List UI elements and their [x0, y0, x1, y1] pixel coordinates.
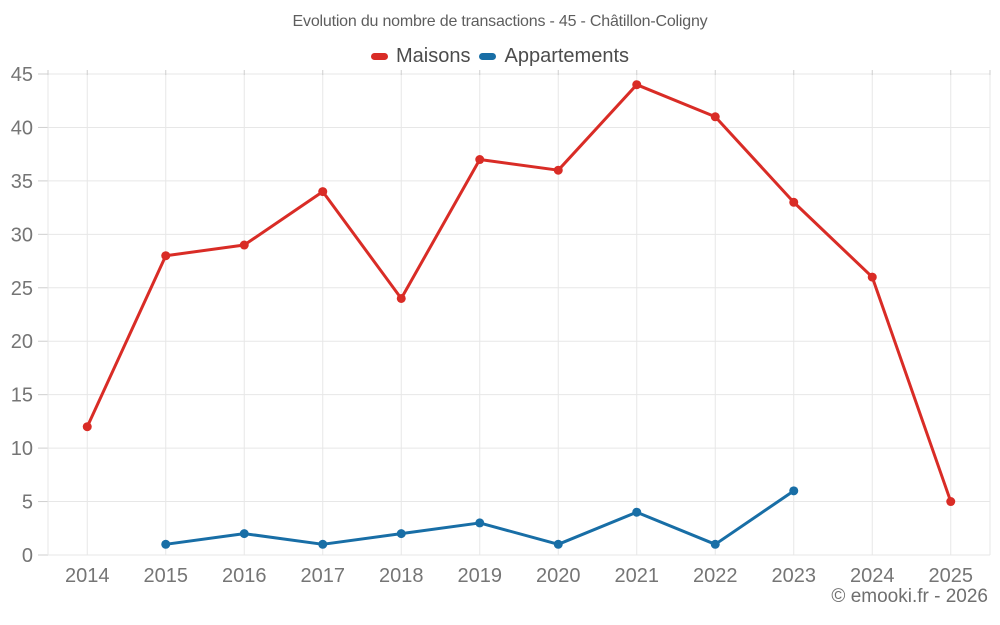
maisons-data-point[interactable]	[946, 497, 956, 507]
maisons-data-point[interactable]	[710, 112, 720, 122]
maisons-series-line	[85, 83, 953, 504]
x-tick-label: 2016	[222, 565, 267, 587]
appartements-data-point[interactable]	[553, 539, 563, 549]
appartements-series-swatch-icon	[479, 52, 497, 60]
maisons-data-point[interactable]	[82, 422, 92, 432]
y-tick-label: 10	[11, 438, 33, 460]
maisons-series-swatch-icon	[371, 52, 388, 60]
legend-label-maisons: Maisons	[396, 44, 471, 67]
copyright-text: © emooki.fr - 2026	[831, 586, 988, 607]
x-tick-label: 2018	[379, 565, 424, 587]
appartements-data-point[interactable]	[239, 529, 249, 539]
x-tick-label: 2025	[929, 565, 974, 587]
maisons-data-point[interactable]	[239, 240, 249, 250]
x-tick-label: 2021	[615, 565, 660, 587]
y-tick-label: 0	[22, 545, 33, 567]
y-tick-label: 40	[11, 117, 33, 139]
maisons-data-point[interactable]	[553, 165, 563, 175]
maisons-data-point[interactable]	[396, 293, 406, 303]
maisons-data-point[interactable]	[867, 272, 877, 282]
appartements-data-point[interactable]	[632, 507, 642, 517]
appartements-data-point[interactable]	[710, 539, 720, 549]
x-tick-label: 2019	[458, 565, 503, 587]
maisons-data-point[interactable]	[161, 251, 171, 261]
x-tick-label: 2022	[693, 565, 738, 587]
y-tick-label: 15	[11, 385, 33, 407]
x-tick-label: 2015	[144, 565, 189, 587]
y-tick-label: 25	[11, 278, 33, 300]
appartements-data-point[interactable]	[475, 518, 485, 528]
legend-item-appartements[interactable]: Appartements	[479, 45, 629, 68]
x-tick-label: 2024	[850, 565, 895, 587]
x-tick-label: 2020	[536, 565, 581, 587]
appartements-data-point[interactable]	[161, 539, 171, 549]
y-tick-label: 35	[11, 171, 33, 193]
x-tick-label: 2017	[301, 565, 346, 587]
y-tick-label: 30	[11, 224, 33, 246]
appartements-data-point[interactable]	[789, 486, 799, 496]
appartements-data-point[interactable]	[318, 539, 328, 549]
maisons-data-point[interactable]	[632, 80, 642, 90]
y-tick-label: 20	[11, 331, 33, 353]
chart-title: Evolution du nombre de transactions - 45…	[292, 13, 708, 30]
legend-label-appartements: Appartements	[504, 44, 629, 67]
maisons-data-point[interactable]	[789, 197, 799, 207]
appartements-data-point[interactable]	[396, 529, 406, 539]
y-tick-label: 45	[11, 64, 33, 86]
maisons-data-point[interactable]	[475, 155, 485, 165]
legend: Maisons Appartements	[0, 44, 1000, 68]
x-tick-label: 2023	[772, 565, 817, 587]
legend-item-maisons[interactable]: Maisons	[371, 45, 470, 68]
y-tick-label: 5	[22, 492, 33, 514]
x-tick-label: 2014	[65, 565, 110, 587]
maisons-data-point[interactable]	[318, 187, 328, 197]
